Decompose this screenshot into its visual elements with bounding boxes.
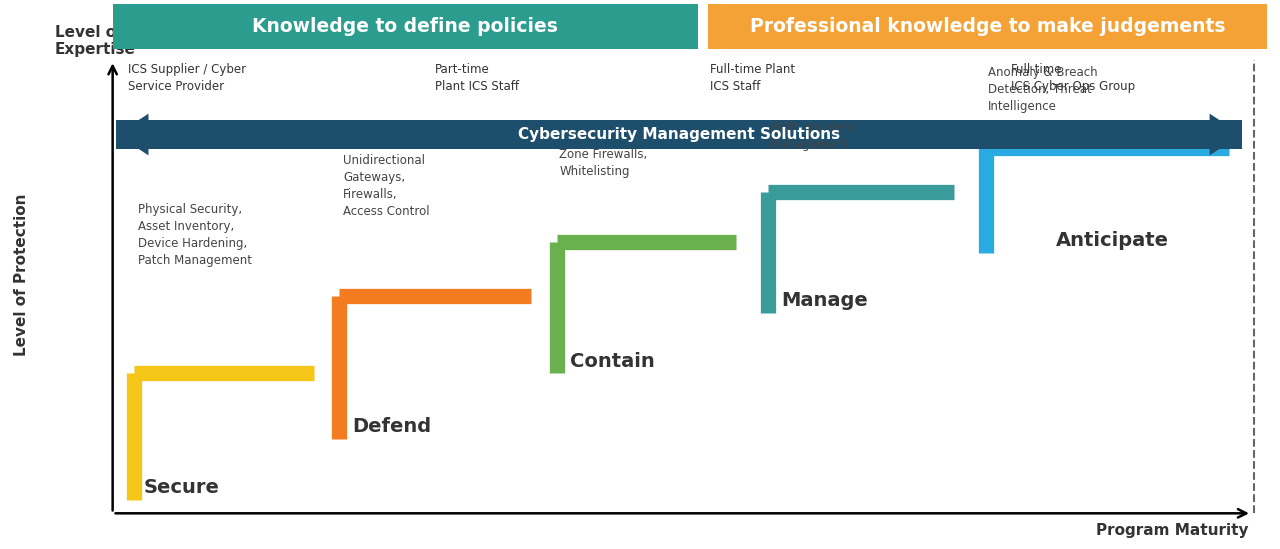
Text: Level of
Expertise: Level of Expertise [55,25,136,57]
Text: Professional knowledge to make judgements: Professional knowledge to make judgement… [750,18,1225,36]
Text: Program Maturity: Program Maturity [1096,523,1248,538]
Polygon shape [1210,114,1242,155]
Text: Cybersecurity Management Solutions: Cybersecurity Management Solutions [518,127,840,142]
Text: Contain: Contain [570,351,654,371]
Polygon shape [116,114,148,155]
Text: Anticipate: Anticipate [1056,231,1169,250]
Text: Anomaly & Breach
Detection, Threat
Intelligence: Anomaly & Breach Detection, Threat Intel… [988,66,1098,113]
Text: Knowledge to define policies: Knowledge to define policies [252,18,558,36]
Text: Manage: Manage [781,291,868,310]
Bar [708,4,1267,49]
Text: Defend: Defend [352,417,431,436]
Text: Level of Protection: Level of Protection [14,193,29,356]
Text: Secure: Secure [143,478,219,497]
Text: Full-time Plant
ICS Staff: Full-time Plant ICS Staff [710,63,796,93]
Text: ICS Supplier / Cyber
Service Provider: ICS Supplier / Cyber Service Provider [128,63,246,93]
Bar [116,120,1242,149]
Text: Full-time
ICS Cyber Ops Group: Full-time ICS Cyber Ops Group [1011,63,1135,93]
Bar [113,4,698,49]
Text: Unidirectional
Gateways,
Firewalls,
Access Control: Unidirectional Gateways, Firewalls, Acce… [343,154,430,218]
Text: Physical Security,
Asset Inventory,
Device Hardening,
Patch Management: Physical Security, Asset Inventory, Devi… [138,203,252,267]
Text: Zone Firewalls,
Whitelisting: Zone Firewalls, Whitelisting [559,148,648,178]
Text: SIEM, Incident
Management: SIEM, Incident Management [771,121,854,151]
Text: Part-time
Plant ICS Staff: Part-time Plant ICS Staff [435,63,520,93]
